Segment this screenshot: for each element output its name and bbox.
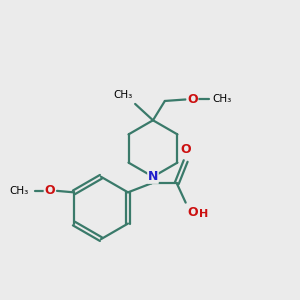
Text: CH₃: CH₃ (212, 94, 232, 104)
Text: H: H (199, 209, 208, 219)
Text: N: N (148, 170, 158, 183)
Text: CH₃: CH₃ (10, 186, 29, 196)
Text: O: O (187, 206, 198, 219)
Text: O: O (44, 184, 55, 197)
Text: O: O (187, 93, 198, 106)
Text: CH₃: CH₃ (113, 90, 133, 100)
Text: O: O (180, 142, 191, 156)
